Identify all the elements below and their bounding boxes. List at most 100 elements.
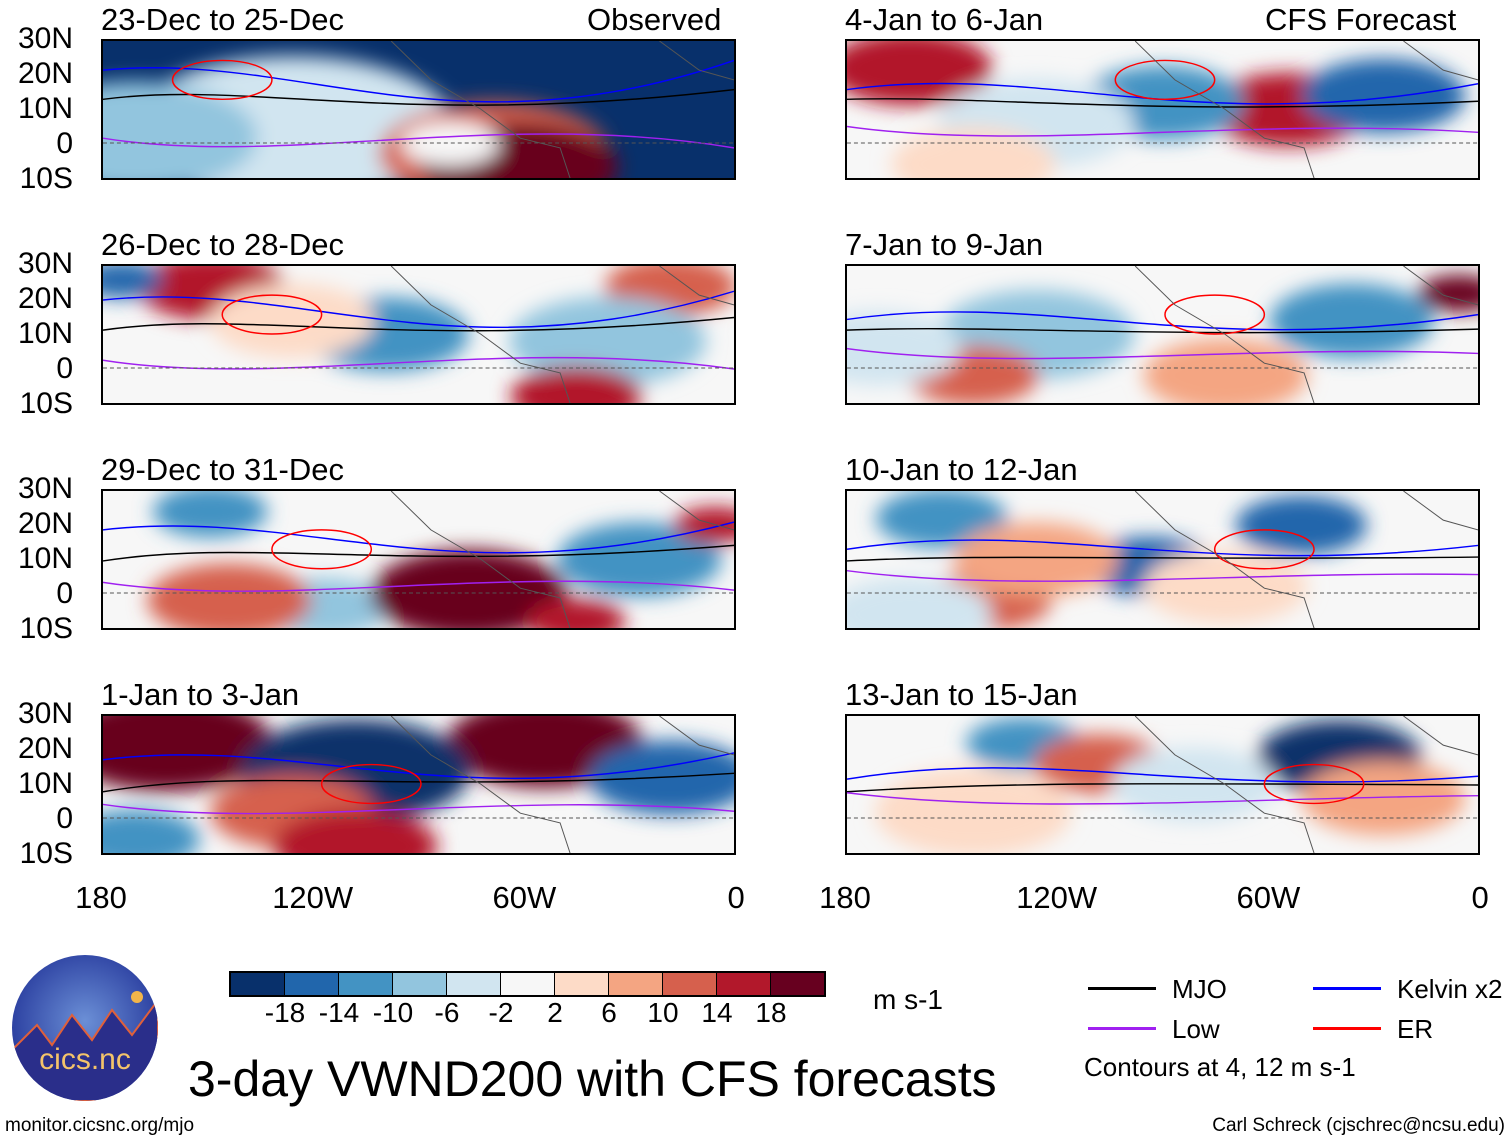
latitude-tick-label: 0 bbox=[56, 577, 73, 610]
wind-anomaly-blob bbox=[557, 522, 722, 597]
cics-logo: cics.nc bbox=[12, 955, 158, 1101]
low-contour bbox=[847, 569, 1478, 582]
latitude-tick-label: 10S bbox=[19, 162, 73, 195]
panel-title: 4-Jan to 6-Jan bbox=[845, 2, 1044, 37]
colorbar-swatch bbox=[555, 973, 609, 995]
panel-title: 1-Jan to 3-Jan bbox=[101, 677, 300, 712]
coastline bbox=[390, 716, 734, 853]
er-contour bbox=[1114, 59, 1216, 101]
kelvin-contour bbox=[847, 539, 1478, 557]
legend-label: Low bbox=[1172, 1014, 1220, 1044]
longitude-tick-label: 120W bbox=[1016, 880, 1098, 915]
mjo-contour bbox=[103, 88, 734, 106]
coastline bbox=[1134, 266, 1478, 403]
wind-anomaly-blob bbox=[273, 809, 438, 853]
panel-title: 23-Dec to 25-Dec bbox=[101, 2, 344, 37]
longitude-tick-label: 0 bbox=[1471, 880, 1489, 915]
colorbar-tick-label: -14 bbox=[318, 997, 360, 1028]
latitude-tick-label: 20N bbox=[17, 732, 73, 765]
longitude-tick-label: 180 bbox=[75, 880, 127, 915]
latitude-tick-label: 10S bbox=[19, 612, 73, 645]
legend-line-er bbox=[1313, 1027, 1381, 1030]
latitude-tick-label: 0 bbox=[56, 352, 73, 385]
coastline bbox=[1134, 491, 1478, 628]
colorbar-swatch bbox=[231, 973, 285, 995]
kelvin-contour bbox=[847, 82, 1478, 105]
coastline bbox=[390, 491, 734, 628]
latitude-tick-label: 20N bbox=[17, 507, 73, 540]
legend-line-kelvin-x2 bbox=[1313, 987, 1381, 990]
colorbar-tick-label: 18 bbox=[755, 997, 787, 1028]
mjo-contour bbox=[847, 98, 1478, 108]
wind-anomaly-blob bbox=[510, 366, 642, 403]
er-contour bbox=[171, 59, 273, 101]
er-contour bbox=[320, 763, 422, 805]
kelvin-contour bbox=[103, 752, 734, 780]
colorbar-tick-label: -10 bbox=[372, 997, 414, 1028]
kelvin-contour bbox=[103, 521, 734, 554]
colorbar bbox=[229, 971, 826, 997]
wind-anomaly-blob bbox=[674, 506, 734, 544]
wind-anomaly-blob bbox=[876, 491, 1008, 549]
latitude-tick-label: 10N bbox=[17, 317, 73, 350]
colorbar-swatch bbox=[339, 973, 393, 995]
contour-note: Contours at 4, 12 m s-1 bbox=[1084, 1052, 1356, 1082]
wind-anomaly-blob bbox=[103, 716, 273, 792]
low-contour bbox=[847, 347, 1478, 360]
colorbar-swatch bbox=[771, 973, 824, 995]
kelvin-contour bbox=[847, 767, 1478, 783]
coastline bbox=[390, 266, 734, 403]
latitude-tick-label: 0 bbox=[56, 127, 73, 160]
colorbar-swatch bbox=[393, 973, 447, 995]
wind-anomaly-blob bbox=[1301, 58, 1466, 133]
kelvin-contour bbox=[847, 311, 1478, 331]
wind-anomaly-blob bbox=[1269, 283, 1434, 358]
wind-anomaly-blob bbox=[147, 563, 312, 628]
wind-anomaly-blob bbox=[509, 296, 707, 386]
coastline bbox=[1134, 41, 1478, 178]
latitude-tick-label: 10N bbox=[17, 542, 73, 575]
wind-anomaly-blob bbox=[210, 283, 375, 358]
colorbar-swatch bbox=[447, 973, 501, 995]
latitude-tick-label: 30N bbox=[17, 472, 73, 505]
map-panel bbox=[845, 714, 1480, 855]
footer-credit: Carl Schreck (cjschrec@ncsu.edu) bbox=[1212, 1115, 1505, 1136]
wind-anomaly-blob bbox=[103, 809, 201, 853]
latitude-tick-label: 20N bbox=[17, 282, 73, 315]
legend-label: ER bbox=[1397, 1014, 1434, 1044]
legend-label: Kelvin x2 bbox=[1397, 974, 1503, 1004]
colorbar-tick-label: 2 bbox=[547, 997, 563, 1028]
legend-label: MJO bbox=[1172, 974, 1227, 1004]
er-contour bbox=[221, 294, 323, 335]
low-contour bbox=[103, 803, 734, 815]
low-contour bbox=[847, 792, 1478, 805]
mjo-contour bbox=[847, 327, 1478, 334]
latitude-tick-label: 10S bbox=[19, 837, 73, 870]
wind-anomaly-blob bbox=[954, 522, 1119, 597]
colorbar-swatch bbox=[501, 973, 555, 995]
kelvin-contour bbox=[103, 59, 734, 103]
legend-line-low bbox=[1088, 1027, 1156, 1030]
latitude-tick-label: 10N bbox=[17, 92, 73, 125]
wind-anomaly-blob bbox=[103, 81, 258, 178]
logo-text: cics.nc bbox=[39, 1043, 131, 1076]
colorbar-tick-label: 14 bbox=[701, 997, 733, 1028]
latitude-tick-label: 10N bbox=[17, 767, 73, 800]
coastline bbox=[1134, 716, 1478, 853]
latitude-tick-label: 20N bbox=[17, 57, 73, 90]
colorbar-swatch bbox=[609, 973, 663, 995]
er-contour bbox=[271, 529, 373, 570]
panel-title: 26-Dec to 28-Dec bbox=[101, 227, 344, 262]
latitude-tick-label: 10S bbox=[19, 387, 73, 420]
mjo-contour bbox=[103, 544, 734, 562]
low-contour bbox=[103, 133, 734, 149]
mjo-contour bbox=[847, 782, 1478, 793]
map-panel bbox=[101, 264, 736, 405]
wind-anomaly-blob bbox=[1418, 274, 1478, 312]
forecast-label: CFS Forecast bbox=[1265, 2, 1457, 37]
wind-anomaly-blob bbox=[400, 121, 500, 166]
wind-anomaly-blob bbox=[1235, 495, 1367, 555]
er-contour bbox=[1164, 294, 1266, 335]
coastline bbox=[390, 41, 734, 178]
latitude-tick-label: 30N bbox=[17, 22, 73, 55]
